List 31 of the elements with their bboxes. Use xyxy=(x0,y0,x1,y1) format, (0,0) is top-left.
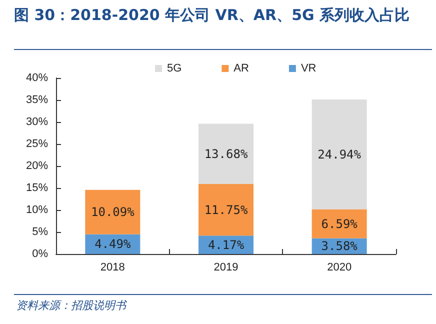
bar xyxy=(312,100,367,210)
y-tick-label: 10% xyxy=(26,204,48,216)
y-tick-label: 20% xyxy=(26,160,48,172)
legend-label: AR xyxy=(234,62,250,74)
bar xyxy=(198,184,254,236)
data-label: 4.49% xyxy=(94,237,132,252)
data-label: 6.59% xyxy=(321,216,358,231)
bar xyxy=(85,190,140,234)
data-label: 10.09% xyxy=(90,205,136,220)
x-tick-label: 2019 xyxy=(214,262,238,274)
y-tick-label: 40% xyxy=(26,72,48,84)
x-tick-label: 2020 xyxy=(327,262,352,274)
legend-label: 5G xyxy=(167,62,182,74)
y-tick-label: 0% xyxy=(32,248,48,260)
bar xyxy=(198,236,254,254)
y-tick-label: 15% xyxy=(26,182,48,194)
bar xyxy=(198,124,254,184)
bar xyxy=(312,209,367,238)
chart-title: 图 30：2018-2020 年公司 VR、AR、5G 系列收入占比 xyxy=(14,6,410,25)
data-label: 24.94% xyxy=(318,147,362,162)
data-label: 13.68% xyxy=(204,146,248,161)
text: 资料来源：招股说明书 xyxy=(16,298,126,313)
y-tick-label: 35% xyxy=(26,94,48,106)
legend-label: VR xyxy=(300,62,316,74)
data-label: 11.75% xyxy=(204,202,248,217)
y-tick-label: 5% xyxy=(32,226,48,238)
data-label: 3.58% xyxy=(321,239,358,254)
x-tick-label: 2018 xyxy=(100,262,125,274)
data-label: 4.17% xyxy=(208,238,245,252)
y-tick-label: 30% xyxy=(26,116,48,128)
y-tick-label: 25% xyxy=(26,138,48,150)
